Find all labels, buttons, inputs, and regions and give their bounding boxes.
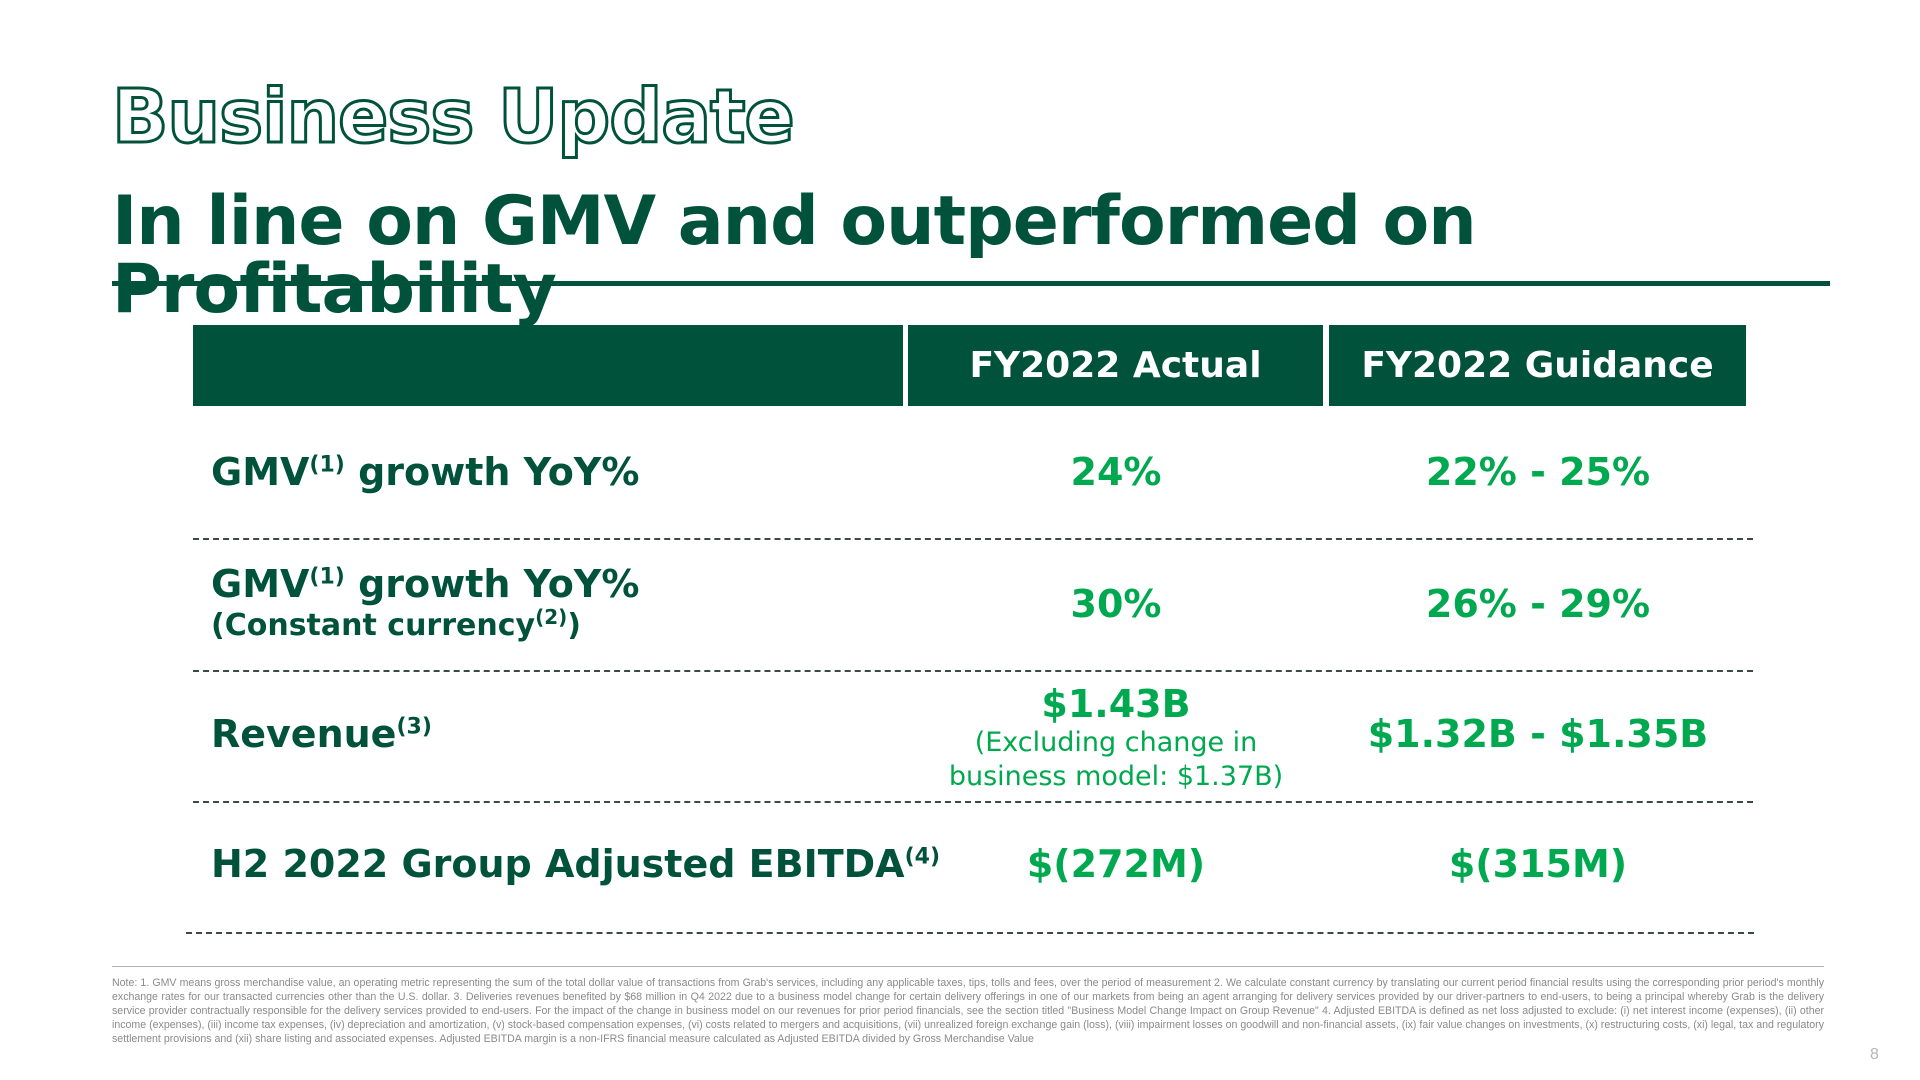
guidance-value: 22% - 25% — [1425, 450, 1651, 494]
guidance-value: $1.32B - $1.35B — [1367, 712, 1709, 756]
page-number: 8 — [1870, 1046, 1879, 1063]
table-row-ebitda: H2 2022 Group Adjusted EBITDA(4) $(272M)… — [193, 842, 1753, 892]
title-divider — [112, 281, 1830, 286]
table-header-guidance: FY2022 Guidance — [1329, 325, 1746, 406]
table-row-gmv-growth: GMV(1) growth YoY% 24% 22% - 25% — [193, 450, 1753, 500]
row-label: GMV(1) growth YoY% — [211, 450, 640, 494]
table-row-revenue: Revenue(3) $1.43B (Excluding change in b… — [193, 682, 1753, 792]
row-divider — [193, 801, 1753, 803]
row-label: Revenue(3) — [211, 712, 432, 756]
footnote-divider — [112, 966, 1824, 967]
actual-value: $1.43B (Excluding change in business mod… — [906, 682, 1326, 794]
row-label: GMV(1) growth YoY% (Constant currency(2)… — [211, 562, 640, 643]
actual-value: 30% — [1070, 582, 1162, 626]
row-divider — [186, 932, 1754, 934]
row-divider — [193, 538, 1753, 540]
actual-value: $(272M) — [1026, 842, 1206, 886]
footnote: Note: 1. GMV means gross merchandise val… — [112, 977, 1824, 1045]
table-row-gmv-constant-currency: GMV(1) growth YoY% (Constant currency(2)… — [193, 562, 1753, 652]
row-label: H2 2022 Group Adjusted EBITDA(4) — [211, 842, 941, 886]
row-sub-label: (Constant currency(2)) — [211, 605, 581, 643]
table-header-actual: FY2022 Actual — [908, 325, 1323, 406]
actual-value: 24% — [1070, 450, 1162, 494]
guidance-value: 26% - 29% — [1425, 582, 1651, 626]
table-header-blank — [193, 325, 903, 406]
actual-note: business model: $1.37B) — [948, 760, 1284, 792]
slide-title: Business Update — [111, 74, 797, 160]
guidance-value: $(315M) — [1448, 842, 1628, 886]
slide-subtitle: In line on GMV and outperformed on Profi… — [112, 182, 1477, 329]
actual-note: (Excluding change in — [974, 727, 1258, 758]
row-divider — [193, 670, 1753, 672]
